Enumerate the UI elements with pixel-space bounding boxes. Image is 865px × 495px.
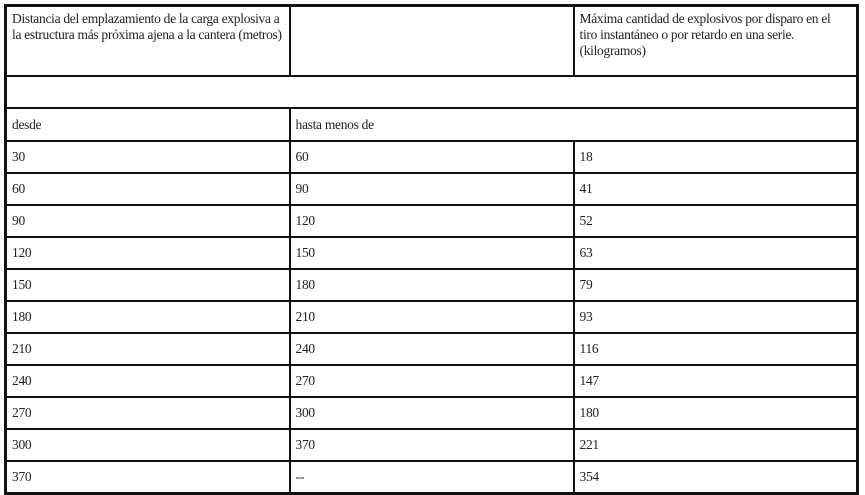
to-cell: 370: [288, 428, 575, 462]
max-kg-cell: 180: [572, 396, 859, 430]
table-row: 240 270 147: [4, 364, 859, 398]
to-cell: 210: [288, 300, 575, 334]
max-kg-cell: 221: [572, 428, 859, 462]
to-cell: 300: [288, 396, 575, 430]
table-row: 90 120 52: [4, 204, 859, 238]
table-row: 150 180 79: [4, 268, 859, 302]
max-kg-cell: 93: [572, 300, 859, 334]
from-cell: 240: [4, 364, 291, 398]
subheader-from: desde: [4, 107, 291, 142]
table-row: 180 210 93: [4, 300, 859, 334]
to-cell: 120: [288, 204, 575, 238]
max-kg-cell: 41: [572, 172, 859, 206]
from-cell: 120: [4, 236, 291, 270]
table-row: 120 150 63: [4, 236, 859, 270]
from-cell: 300: [4, 428, 291, 462]
table-row: 30 60 18: [4, 140, 859, 174]
from-cell: 180: [4, 300, 291, 334]
table-row: 300 370 221: [4, 428, 859, 462]
max-kg-cell: 354: [572, 460, 859, 495]
to-cell: 150: [288, 236, 575, 270]
max-kg-cell: 147: [572, 364, 859, 398]
to-cell: --: [288, 460, 575, 495]
from-cell: 370: [4, 460, 291, 495]
header-max-quantity: Máxima cantidad de explosivos por dispar…: [572, 4, 859, 77]
header-distance: Distancia del emplazamiento de la carga …: [4, 4, 291, 77]
from-cell: 270: [4, 396, 291, 430]
max-kg-cell: 18: [572, 140, 859, 174]
to-cell: 270: [288, 364, 575, 398]
to-cell: 60: [288, 140, 575, 174]
empty-row: [4, 75, 859, 109]
to-cell: 240: [288, 332, 575, 366]
header-empty: [288, 4, 575, 77]
from-cell: 60: [4, 172, 291, 206]
to-cell: 90: [288, 172, 575, 206]
max-kg-cell: 116: [572, 332, 859, 366]
table-row: 370 -- 354: [4, 460, 859, 495]
to-cell: 180: [288, 268, 575, 302]
explosives-distance-table: Distancia del emplazamiento de la carga …: [4, 4, 859, 495]
from-cell: 90: [4, 204, 291, 238]
from-cell: 150: [4, 268, 291, 302]
subheader-row: desde hasta menos de: [4, 107, 859, 142]
table-row: 60 90 41: [4, 172, 859, 206]
from-cell: 210: [4, 332, 291, 366]
table-row: 210 240 116: [4, 332, 859, 366]
max-kg-cell: 63: [572, 236, 859, 270]
max-kg-cell: 52: [572, 204, 859, 238]
from-cell: 30: [4, 140, 291, 174]
subheader-to: hasta menos de: [288, 107, 859, 142]
max-kg-cell: 79: [572, 268, 859, 302]
table-row: 270 300 180: [4, 396, 859, 430]
header-row: Distancia del emplazamiento de la carga …: [4, 4, 859, 77]
